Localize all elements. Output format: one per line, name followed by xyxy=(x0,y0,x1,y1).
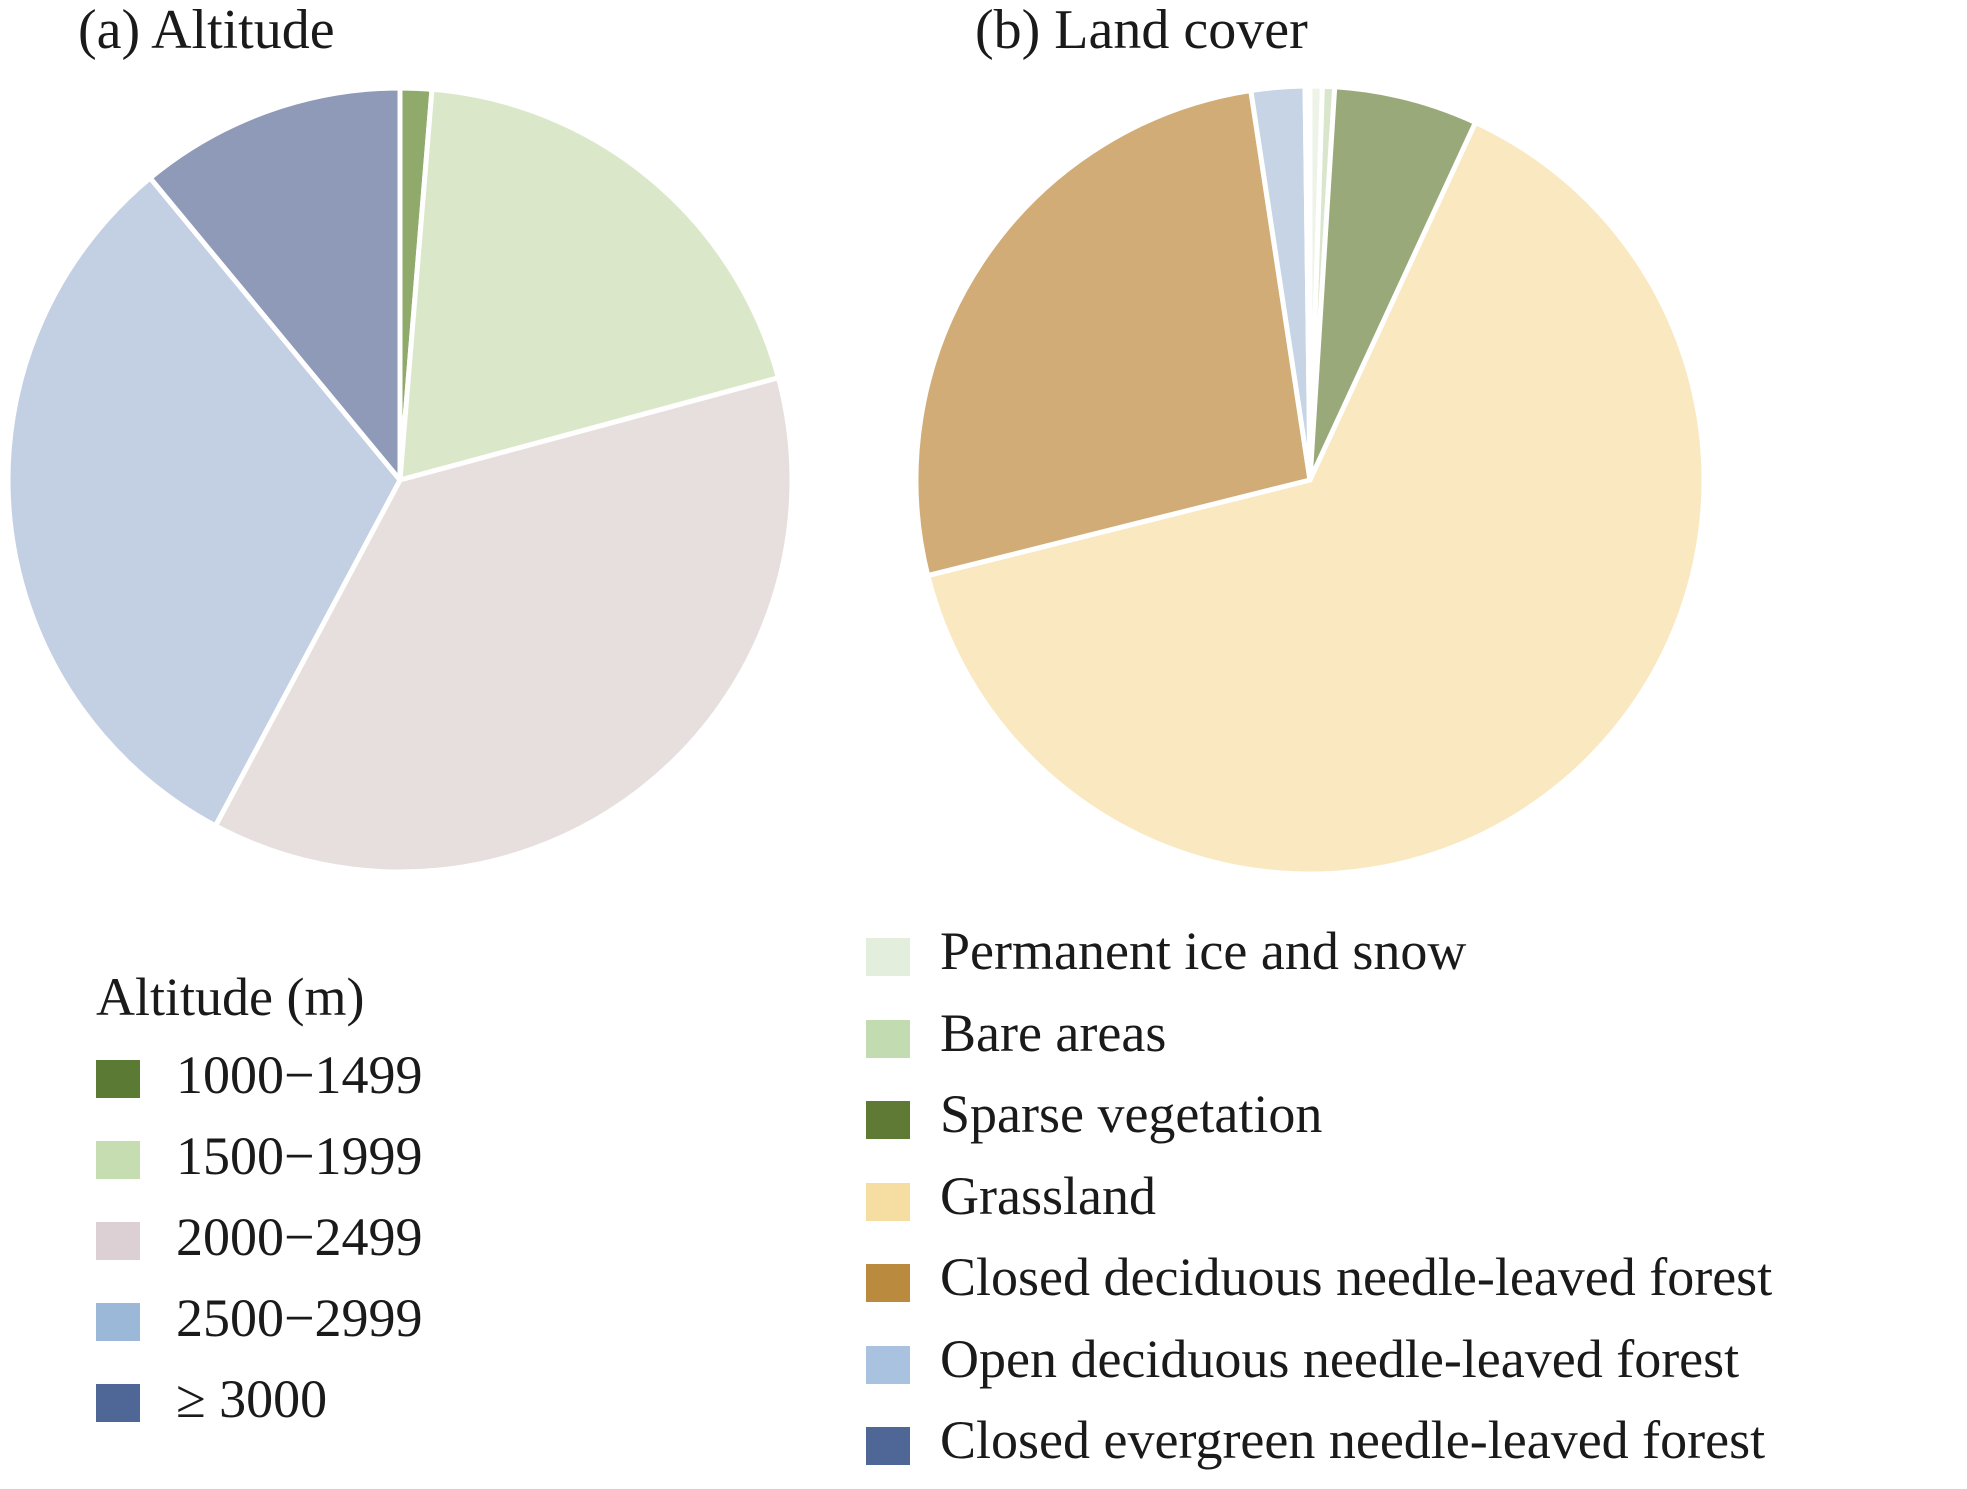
land-cover-legend-swatch xyxy=(866,1019,910,1058)
altitude-legend-label: 1000−1499 xyxy=(176,1045,423,1105)
altitude-legend-label: 2000−2499 xyxy=(176,1207,423,1267)
land-cover-legend-swatch xyxy=(866,1182,910,1221)
land-cover-legend-swatch xyxy=(866,1345,910,1384)
land-cover-slice-5 xyxy=(913,87,1313,579)
legend-land-cover: Permanent ice and snow Bare areas Sparse v… xyxy=(866,918,1966,1489)
land-cover-legend-item: Permanent ice and snow xyxy=(866,918,1966,1000)
pie-altitude xyxy=(5,85,795,875)
altitude-legend-item: 1000−1499 xyxy=(96,1038,516,1119)
land-cover-slice-3 xyxy=(1307,84,1479,483)
land-cover-legend-label: Permanent ice and snow xyxy=(940,921,1467,981)
land-cover-legend-item: Closed evergreen needle-leaved forest xyxy=(866,1407,1966,1489)
altitude-legend-item: ≥ 3000 xyxy=(96,1362,516,1443)
altitude-legend-swatch xyxy=(96,1060,140,1098)
altitude-legend-swatch xyxy=(96,1303,140,1341)
altitude-slice-3 xyxy=(212,375,795,875)
land-cover-legend-item: Bare areas xyxy=(866,1000,1966,1082)
land-cover-legend-swatch xyxy=(866,1264,910,1302)
altitude-legend-swatch xyxy=(96,1222,140,1260)
altitude-slice-5 xyxy=(147,85,403,483)
land-cover-legend-label: Bare areas xyxy=(940,1002,1167,1063)
altitude-legend-item: 2000−2499 xyxy=(96,1200,516,1281)
land-cover-legend-item: Grassland xyxy=(866,1163,1966,1245)
pie-charts xyxy=(5,83,1707,877)
pie-land-cover xyxy=(913,83,1707,877)
land-cover-slice-7 xyxy=(1302,83,1313,483)
land-cover-legend-swatch xyxy=(866,1101,910,1139)
land-cover-legend-item: Sparse vegetation xyxy=(866,1081,1966,1163)
land-cover-legend-label: Open deciduous needle-leaved forest xyxy=(940,1328,1740,1389)
altitude-legend-item: 1500−1999 xyxy=(96,1119,516,1200)
altitude-legend-swatch xyxy=(96,1141,140,1179)
chart-a-title: (a) Altitude xyxy=(78,0,335,61)
land-cover-legend-label: Grassland xyxy=(940,1165,1156,1226)
altitude-legend-label: 1500−1999 xyxy=(176,1126,423,1186)
altitude-legend-label: 2500−2999 xyxy=(176,1288,423,1348)
legend-altitude: Altitude (m) 1000−1499 1500−1999 2000−2499… xyxy=(96,970,516,1443)
chart-b-title: (b) Land cover xyxy=(975,0,1308,61)
land-cover-legend-label: Closed evergreen needle-leaved forest xyxy=(940,1410,1766,1470)
land-cover-slice-4 xyxy=(925,119,1707,877)
legend-altitude-title: Altitude (m) xyxy=(96,967,365,1027)
land-cover-legend-swatch xyxy=(866,938,910,976)
altitude-legend-swatch xyxy=(96,1384,140,1422)
land-cover-legend-item: Open deciduous needle-leaved forest xyxy=(866,1326,1966,1408)
altitude-legend-item: 2500−2999 xyxy=(96,1281,516,1362)
land-cover-legend-swatch xyxy=(866,1427,910,1465)
land-cover-legend-item: Closed deciduous needle-leaved forest xyxy=(866,1244,1966,1326)
altitude-legend-label: ≥ 3000 xyxy=(176,1369,328,1429)
altitude-slice-2 xyxy=(397,86,781,483)
land-cover-legend-label: Sparse vegetation xyxy=(940,1084,1323,1144)
land-cover-legend-label: Closed deciduous needle-leaved forest xyxy=(940,1247,1773,1307)
altitude-slice-4 xyxy=(5,175,403,829)
